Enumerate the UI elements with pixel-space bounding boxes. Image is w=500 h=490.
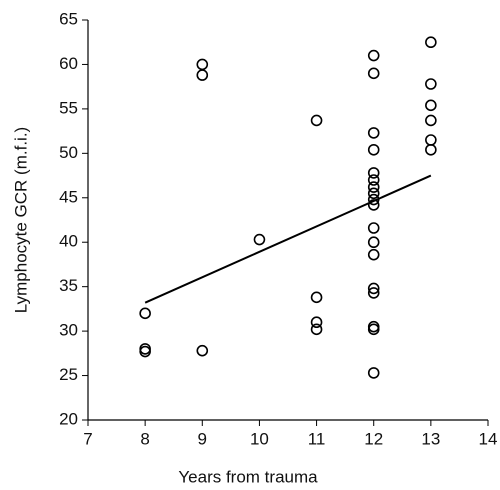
data-point [196, 344, 209, 357]
data-point [253, 233, 266, 246]
data-point [367, 143, 380, 156]
x-tick-label: 12 [364, 429, 383, 448]
y-tick-label: 40 [59, 232, 78, 251]
data-point [310, 323, 323, 336]
y-tick-label: 55 [59, 98, 78, 117]
data-point [367, 167, 380, 179]
y-tick-label: 50 [59, 143, 78, 162]
data-point [367, 199, 380, 211]
x-tick-label: 13 [421, 429, 440, 448]
data-point [367, 127, 380, 139]
data-point [367, 248, 380, 261]
y-axis-label: Lymphocyte GCR (m.f.i.) [11, 127, 30, 313]
data-point [425, 36, 437, 49]
x-axis-label: Years from trauma [178, 467, 318, 486]
y-tick-label: 30 [59, 321, 78, 340]
data-point [196, 58, 209, 71]
data-point [367, 193, 380, 206]
trend-line [144, 174, 432, 304]
x-tick-label: 9 [198, 429, 207, 448]
data-point [425, 143, 437, 156]
data-point [367, 181, 380, 193]
data-point [367, 282, 380, 295]
x-tick-label: 10 [250, 429, 269, 448]
data-point [310, 114, 323, 127]
data-point [139, 307, 151, 320]
data-point [367, 49, 380, 62]
data-point [425, 99, 437, 112]
y-tick-label: 20 [59, 409, 78, 428]
y-tick-label: 35 [59, 276, 78, 295]
data-point [425, 134, 437, 146]
data-point [310, 291, 323, 304]
data-point [367, 222, 380, 234]
y-tick-label: 45 [59, 187, 78, 206]
x-tick-label: 14 [479, 429, 498, 448]
data-point [425, 78, 437, 90]
data-point [139, 345, 151, 358]
data-point [367, 287, 380, 299]
data-point [367, 323, 380, 336]
data-point [367, 367, 380, 379]
y-tick-label: 60 [59, 54, 78, 73]
data-point [425, 114, 437, 127]
y-tick-label: 65 [59, 9, 78, 28]
x-tick-label: 7 [83, 429, 92, 448]
data-point [367, 187, 380, 200]
data-point [196, 69, 209, 81]
x-tick-label: 11 [308, 429, 326, 448]
data-point [367, 67, 380, 80]
data-point [367, 174, 380, 186]
data-point [310, 316, 323, 329]
y-tick-label: 25 [59, 365, 78, 384]
data-point [367, 236, 380, 249]
x-tick-label: 8 [140, 429, 149, 448]
